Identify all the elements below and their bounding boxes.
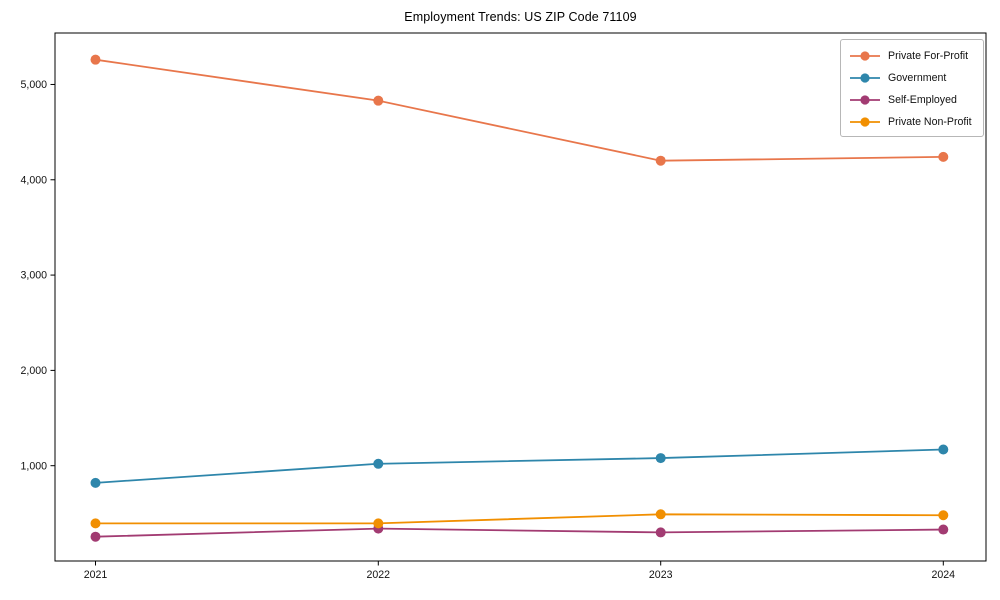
line-self-employed	[95, 527, 944, 538]
marker-government	[373, 458, 384, 469]
legend-marker-self-employed-icon	[850, 94, 880, 105]
line-government	[95, 448, 944, 484]
legend-marker-government-icon	[850, 72, 880, 83]
y-tick-label: 3,000	[20, 270, 47, 282]
legend: Private For-Profit Government Self-Employe…	[840, 39, 984, 137]
legend-dot	[860, 116, 870, 127]
chart-title: Employment Trends: US ZIP Code 71109	[404, 10, 637, 24]
marker-private-non-profit	[373, 518, 384, 529]
legend-dot	[860, 50, 870, 61]
marker-private-for-profit	[655, 155, 666, 166]
legend-marker-private-for-profit-icon	[850, 50, 880, 61]
legend-item-self-employed: Self-Employed	[849, 91, 974, 108]
marker-private-for-profit	[373, 95, 384, 106]
marker-private-non-profit	[90, 518, 101, 529]
legend-label: Self-Employed	[888, 93, 957, 106]
marker-self-employed	[90, 531, 101, 542]
legend-item-private-for-profit: Private For-Profit	[849, 47, 974, 64]
legend-label: Private For-Profit	[888, 49, 969, 62]
legend-marker-private-non-profit-icon	[850, 116, 880, 127]
y-tick-label: 5,000	[20, 79, 47, 91]
x-tick-label: 2022	[367, 569, 391, 581]
marker-self-employed	[938, 524, 949, 535]
marker-private-for-profit	[938, 151, 949, 162]
marker-government	[90, 477, 101, 488]
x-tick-label: 2023	[649, 569, 673, 581]
line-private-for-profit	[95, 58, 944, 162]
legend-label: Private Non-Profit	[888, 115, 972, 128]
y-tick-label: 2,000	[20, 365, 47, 377]
plot-frame	[54, 32, 987, 562]
legend-dot	[860, 72, 870, 83]
marker-government	[655, 453, 666, 464]
marker-private-non-profit	[938, 510, 949, 521]
marker-self-employed	[655, 527, 666, 538]
legend-label: Government	[888, 71, 947, 84]
x-tick-label: 2024	[932, 569, 956, 581]
legend-item-government: Government	[849, 69, 974, 86]
legend-item-private-non-profit: Private Non-Profit	[849, 113, 974, 130]
marker-private-for-profit	[90, 54, 101, 65]
marker-government	[938, 444, 949, 455]
line-private-non-profit	[95, 513, 944, 525]
legend-dot	[860, 94, 870, 105]
y-tick-label: 1,000	[20, 460, 47, 472]
marker-private-non-profit	[655, 509, 666, 520]
x-tick-label: 2021	[84, 569, 108, 581]
y-tick-label: 4,000	[20, 174, 47, 186]
